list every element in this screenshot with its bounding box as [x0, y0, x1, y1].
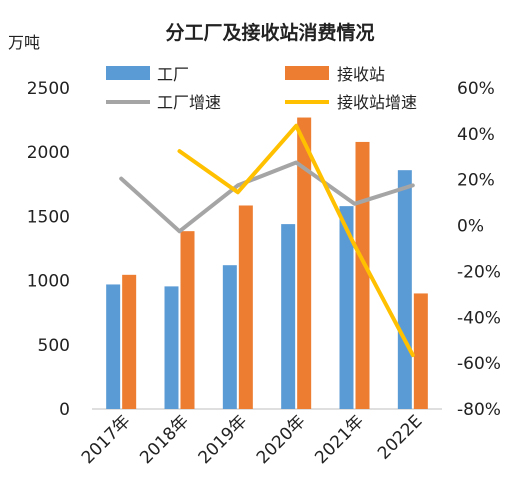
- left-tick-label: 2500: [27, 79, 70, 99]
- right-tick-label: -40%: [457, 308, 501, 328]
- legend-label-factory-growth: 工厂增速: [157, 93, 221, 112]
- right-tick-label: -60%: [457, 354, 501, 374]
- x-tick-label: 2019年: [195, 411, 252, 468]
- legend-swatch-factory: [106, 66, 150, 80]
- right-tick-label: 0%: [457, 217, 484, 237]
- left-axis: 0 500 1000 1500 2000 2500: [27, 79, 70, 420]
- left-tick-label: 0: [59, 400, 70, 420]
- line-series-3: [177, 123, 415, 358]
- right-axis: -80% -60% -40% -20% 0% 20% 40% 60%: [457, 79, 501, 420]
- bar-1-5: [413, 293, 428, 409]
- bar-0-5: [397, 170, 412, 409]
- bar-1-0: [122, 274, 137, 409]
- x-tick-label: 2022E: [374, 411, 426, 463]
- x-axis: 2017年 2018年 2019年 2020年 2021年 2022E: [78, 411, 426, 468]
- x-tick-label: 2021年: [311, 411, 368, 468]
- growth-lines: [119, 123, 415, 358]
- legend-label-terminal-growth: 接收站增速: [337, 93, 417, 112]
- bar-1-3: [297, 117, 312, 410]
- x-tick-label: 2020年: [253, 411, 310, 468]
- legend: 工厂 接收站 工厂增速 接收站增速: [106, 65, 417, 112]
- chart-title: 分工厂及接收站消费情况: [165, 21, 374, 44]
- left-tick-label: 1000: [27, 272, 70, 292]
- right-tick-label: 60%: [457, 79, 495, 99]
- bar-0-0: [106, 284, 121, 409]
- legend-swatch-terminal: [285, 66, 329, 80]
- right-tick-label: -20%: [457, 262, 501, 282]
- right-tick-label: 40%: [457, 125, 495, 145]
- line-series-2: [119, 160, 415, 234]
- bar-1-2: [238, 205, 253, 409]
- x-tick-label: 2018年: [136, 411, 193, 468]
- legend-label-terminal: 接收站: [337, 65, 385, 84]
- bar-0-2: [222, 265, 237, 409]
- bar-1-1: [180, 231, 195, 409]
- bar-0-3: [281, 224, 296, 409]
- bar-0-1: [164, 286, 179, 409]
- bar-0-4: [339, 206, 354, 409]
- left-tick-label: 500: [38, 336, 70, 356]
- right-tick-label: 20%: [457, 171, 495, 191]
- bar-1-4: [355, 141, 370, 410]
- x-tick-label: 2017年: [78, 411, 135, 468]
- left-tick-label: 2000: [27, 143, 70, 163]
- left-tick-label: 1500: [27, 207, 70, 227]
- legend-label-factory: 工厂: [157, 65, 189, 84]
- left-axis-unit: 万吨: [8, 33, 40, 52]
- right-tick-label: -80%: [457, 400, 501, 420]
